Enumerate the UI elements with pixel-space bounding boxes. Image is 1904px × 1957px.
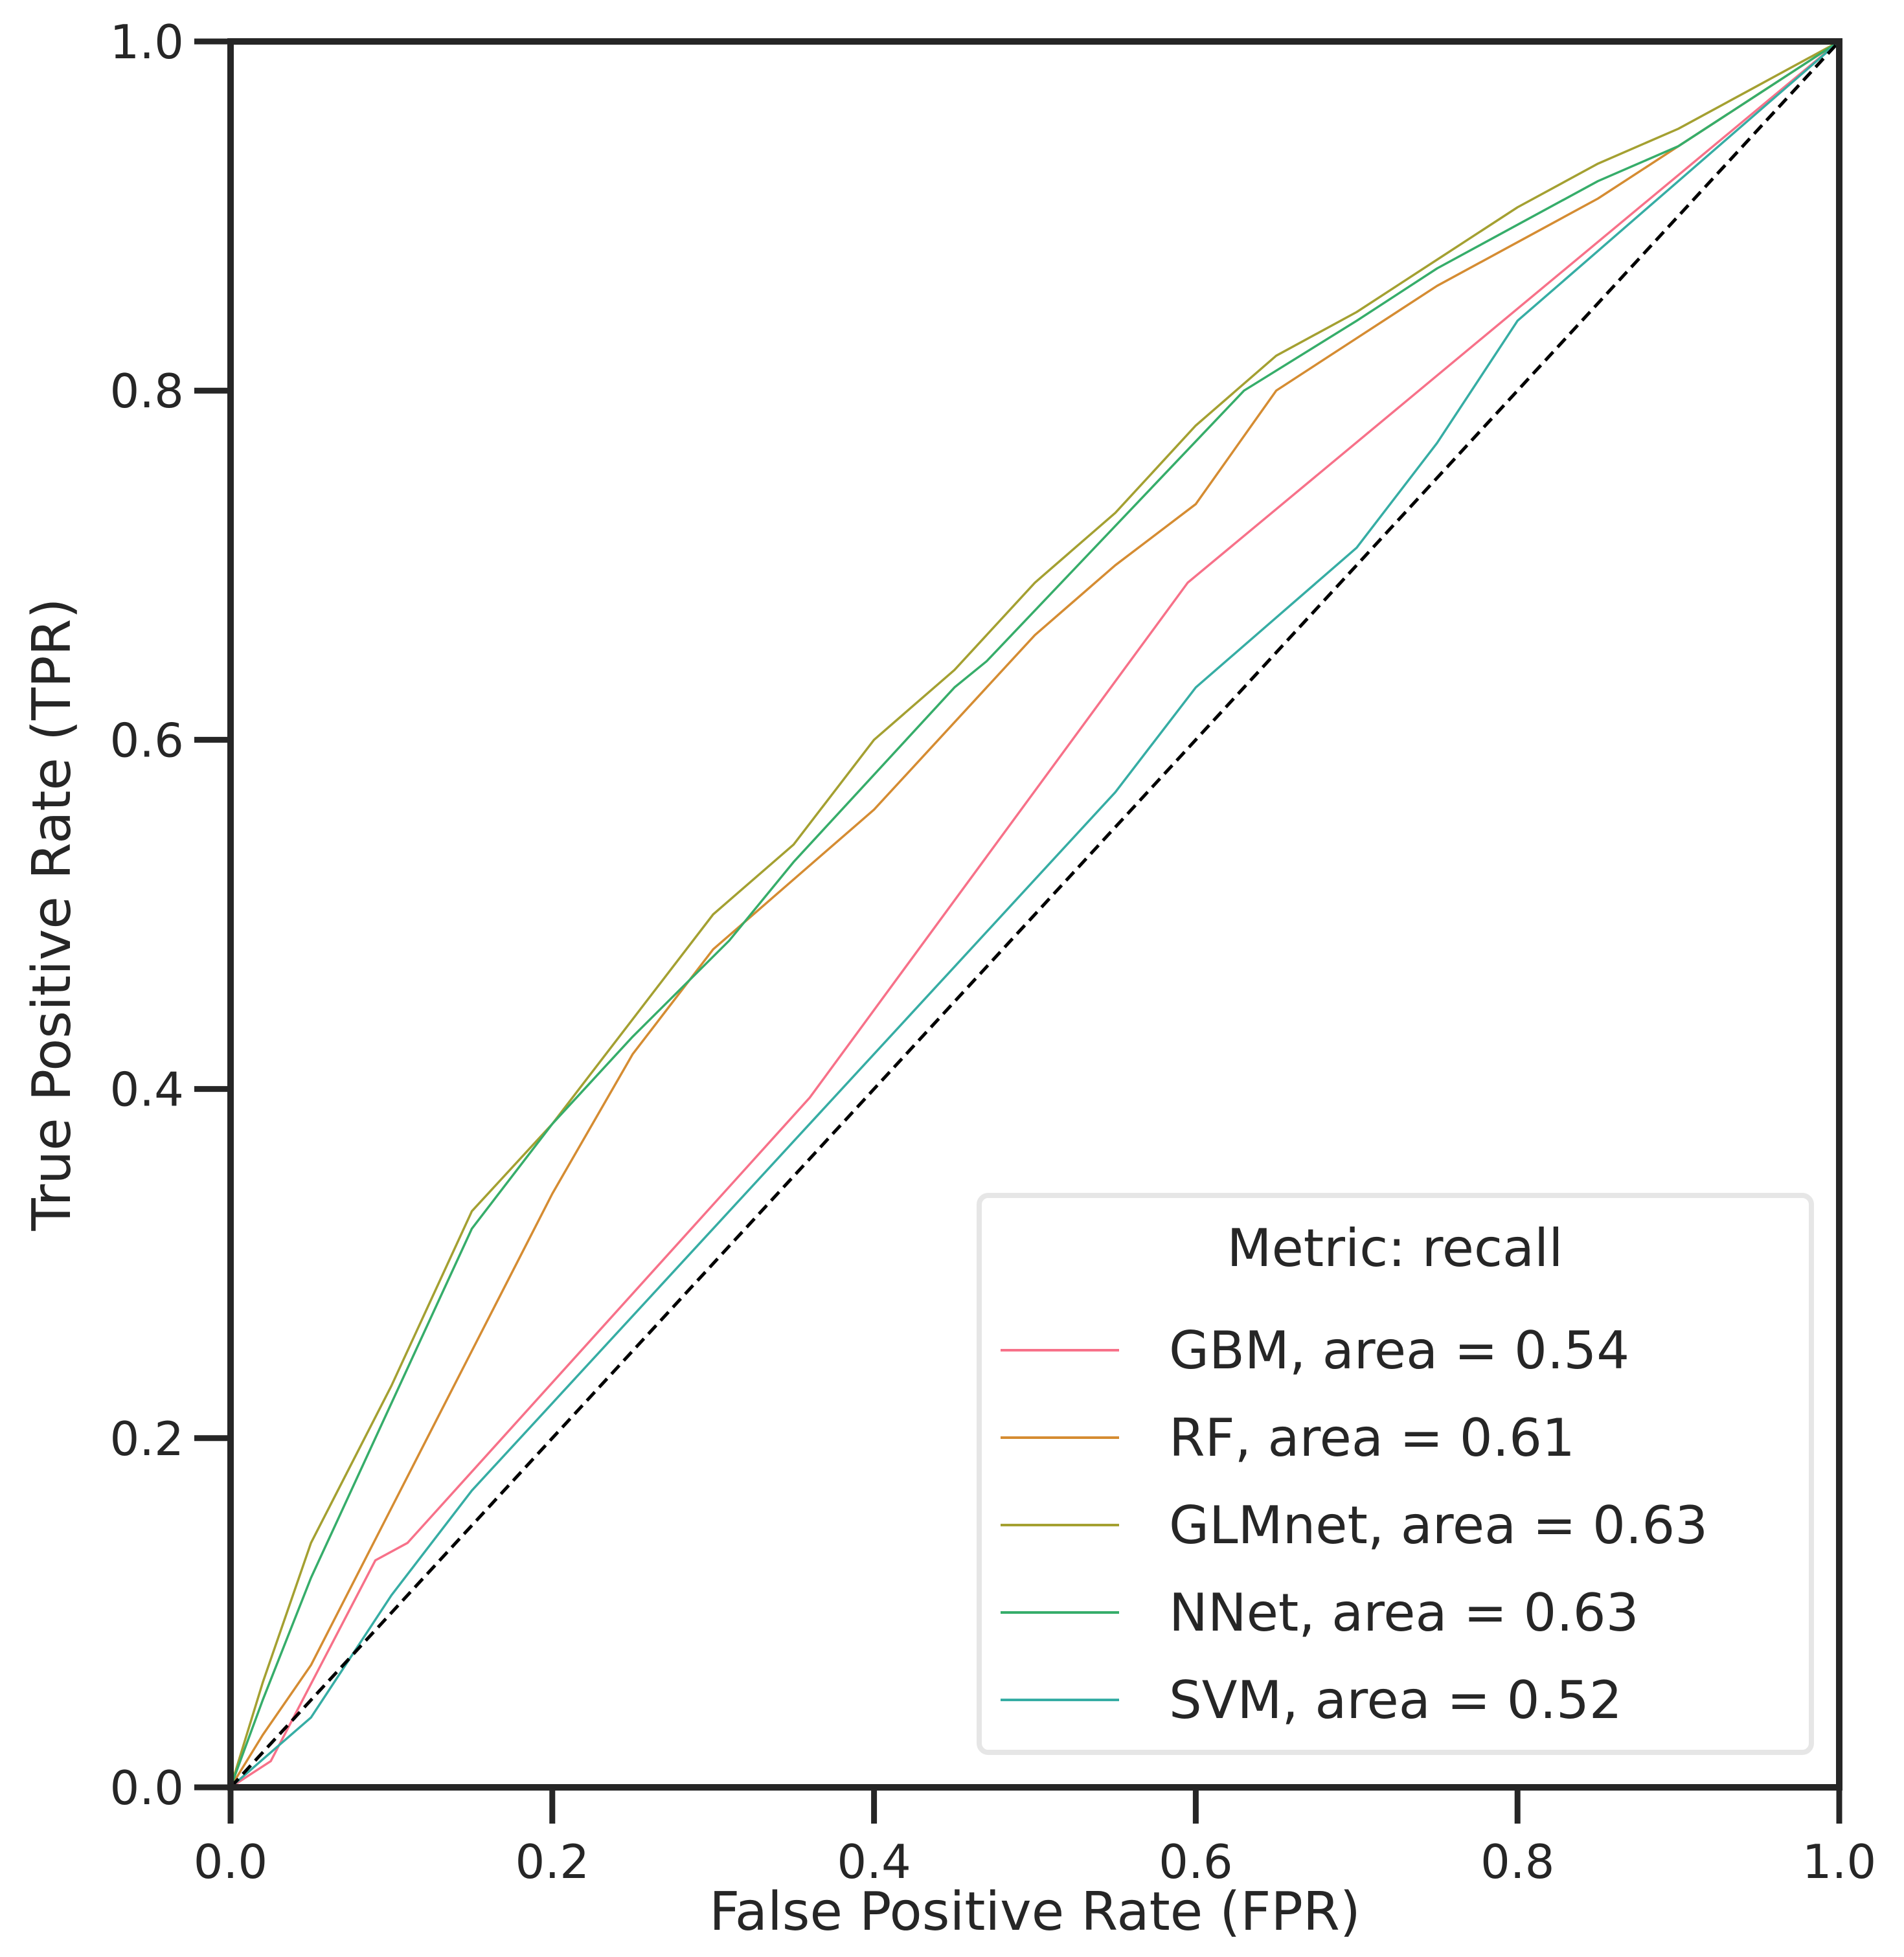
y-tick-label: 0.2	[109, 1412, 184, 1466]
legend-label: GLMnet, area = 0.63	[1169, 1495, 1708, 1555]
plot-frame	[227, 38, 1842, 1791]
series-line-gbm	[230, 40, 1841, 1789]
y-tick-label: 0.8	[109, 364, 184, 418]
axes: 0.0 0.2 0.4 0.6 0.8 1.0 0.0 0.2 0.4 0.6 0.8 1.0	[109, 15, 1876, 1889]
y-tick-label: 0.4	[109, 1063, 184, 1117]
legend-label: GBM, area = 0.54	[1169, 1320, 1629, 1381]
y-tick-label: 1.0	[109, 15, 184, 69]
series-line-glmnet	[229, 40, 1840, 1788]
series-line-rf	[229, 40, 1840, 1788]
y-tick-label: 0.0	[109, 1761, 184, 1815]
y-axis-label: True Positive Rate (TPR)	[21, 598, 83, 1232]
plot-lines	[229, 40, 1841, 1789]
x-tick-label: 0.0	[194, 1835, 268, 1889]
x-tick-label: 0.6	[1159, 1835, 1233, 1889]
y-tick-label: 0.6	[109, 713, 184, 767]
legend-label: NNet, area = 0.63	[1169, 1583, 1639, 1643]
x-tick-label: 0.4	[837, 1835, 911, 1889]
legend: Metric: recall GBM, area = 0.54 RF, area …	[977, 1193, 1814, 1755]
legend-label: SVM, area = 0.52	[1169, 1670, 1622, 1730]
legend-box	[977, 1193, 1814, 1755]
x-tick-label: 0.2	[516, 1835, 590, 1889]
series-line-svm	[229, 40, 1841, 1789]
x-tick-label: 0.8	[1480, 1835, 1555, 1889]
legend-label: RF, area = 0.61	[1169, 1408, 1575, 1468]
diagonal-reference-line	[229, 40, 1841, 1789]
series-line-nnet	[229, 40, 1840, 1788]
legend-title: Metric: recall	[1227, 1218, 1563, 1278]
x-tick-label: 1.0	[1802, 1835, 1877, 1889]
x-axis-label: False Positive Rate (FPR)	[709, 1881, 1361, 1943]
